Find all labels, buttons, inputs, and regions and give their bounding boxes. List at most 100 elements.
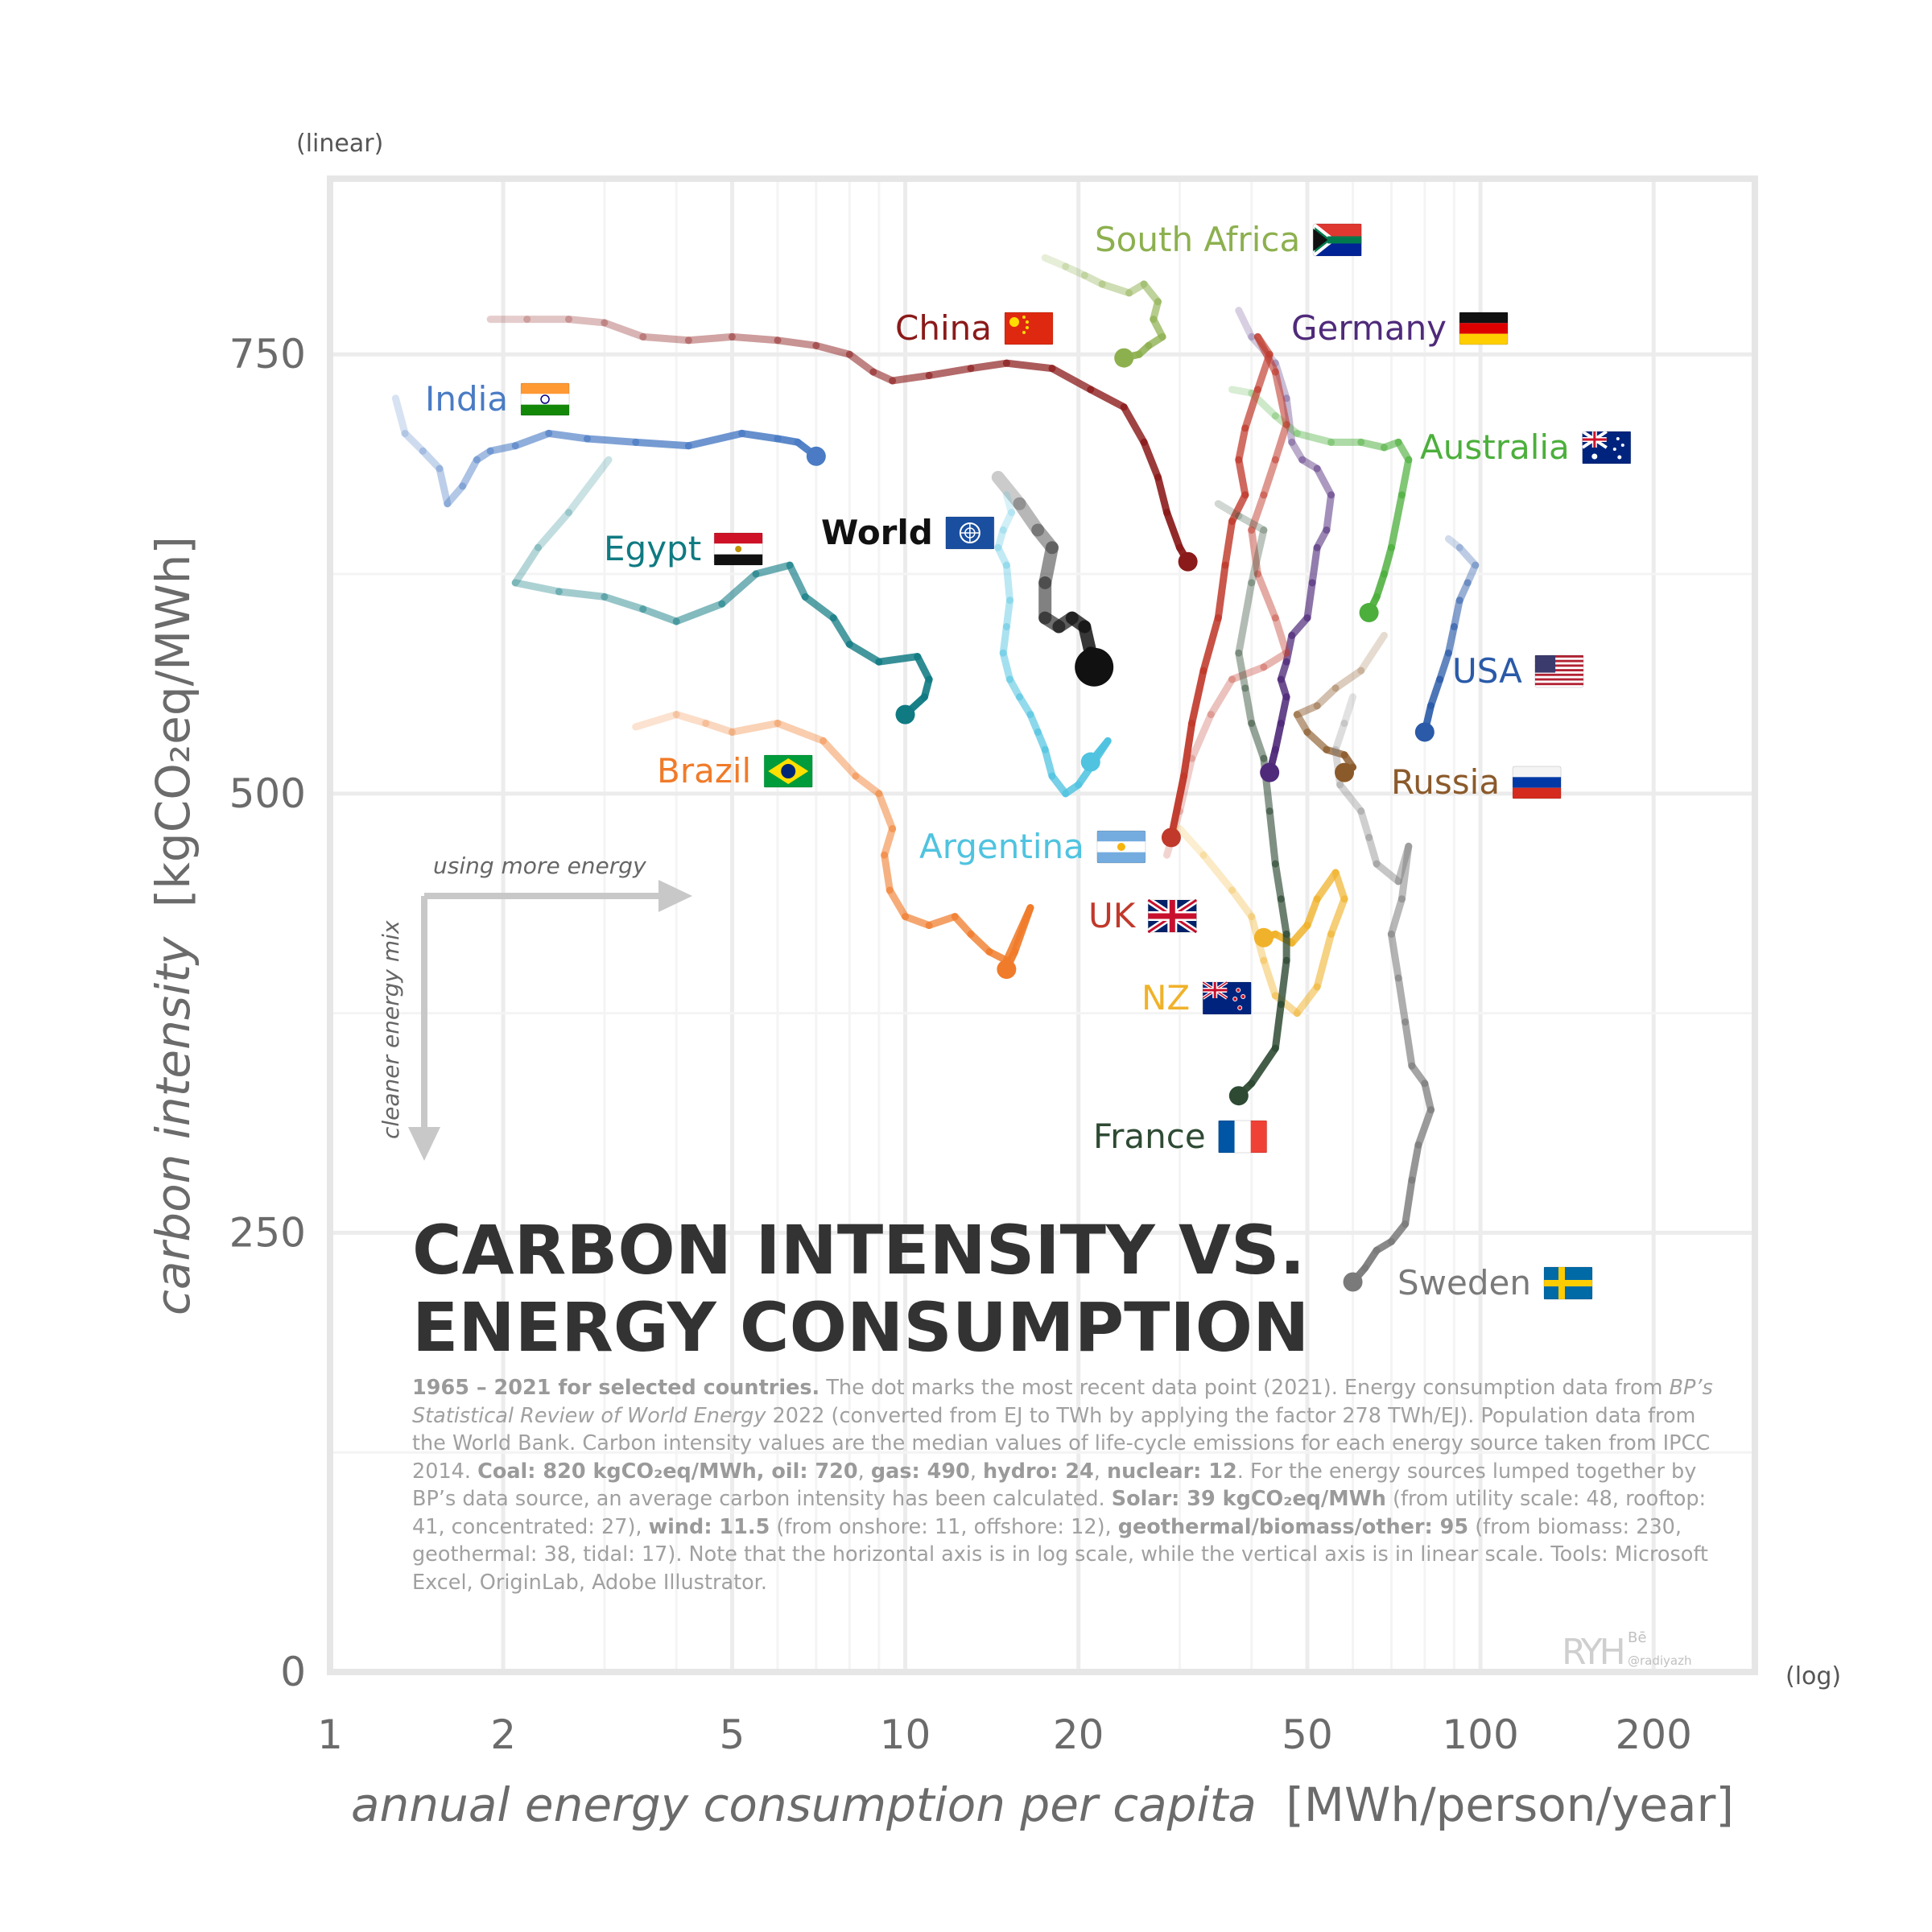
flag-stripe	[1513, 766, 1562, 778]
series-segment-russia	[1303, 728, 1331, 753]
series-segment-uk	[1228, 663, 1268, 683]
series-segment-russia	[1313, 684, 1340, 710]
series-segment-brazil	[902, 913, 933, 929]
series-segment-south-africa	[1062, 262, 1088, 279]
series-segment-world	[991, 471, 1026, 510]
chart-description: 1965 – 2021 for selected countries. The …	[412, 1374, 1716, 1596]
series-segment-uk	[1228, 491, 1249, 526]
flag-shape	[1203, 989, 1228, 992]
x-scale-note: (log)	[1785, 1662, 1841, 1690]
series-segment-argentina	[994, 543, 1010, 569]
series-segment-france	[1235, 649, 1249, 692]
flag-star	[1616, 437, 1620, 440]
flag-border	[1096, 830, 1146, 864]
series-france	[1214, 500, 1290, 1100]
label-russia: Russia	[1391, 762, 1500, 802]
series-segment-egypt	[752, 561, 794, 578]
direction-guides: using more energy cleaner energy mix	[378, 852, 692, 1161]
flag-emblem	[735, 546, 742, 552]
flag-eg-icon	[713, 532, 763, 566]
series-segment-china	[1120, 403, 1148, 446]
description-wind: wind: 11.5	[648, 1514, 770, 1539]
series-segment-egypt	[801, 592, 837, 622]
end-dot-usa	[1414, 722, 1435, 742]
series-segment-china	[774, 336, 820, 349]
x-tick-label: 1	[317, 1711, 343, 1758]
flag-shape	[1582, 438, 1607, 441]
flag-in-icon	[520, 382, 570, 416]
flag-star	[1237, 1005, 1243, 1010]
y-tick-labels: 0 250 500 750	[229, 331, 306, 1695]
series-segment-india	[391, 394, 409, 437]
chart-title-line-2: ENERGY CONSUMPTION	[412, 1288, 1309, 1367]
flag-border	[1312, 223, 1362, 257]
series-segment-sweden	[1365, 833, 1381, 868]
label-nz: NZ	[1141, 978, 1190, 1018]
description-text-5: (from onshore: 11, offshore: 12),	[770, 1514, 1118, 1539]
series-segment-brazil	[875, 790, 897, 832]
end-dot-sweden	[1343, 1272, 1363, 1292]
flag-border	[1147, 899, 1197, 933]
flag-ar-icon	[1096, 830, 1146, 864]
series-segment-sweden	[1357, 807, 1373, 841]
flag-stripe	[1459, 333, 1509, 345]
series-segment-sweden	[1336, 781, 1365, 815]
series-segment-china	[1140, 438, 1162, 481]
flag-de-icon	[1459, 312, 1509, 345]
series-segment-egypt	[914, 653, 933, 683]
label-usa: USA	[1452, 651, 1522, 691]
description-text-4: (from utility scale: 48, rooftop: 41, co…	[412, 1487, 1707, 1539]
end-dot-india	[806, 446, 826, 466]
series-segment-sweden	[1402, 1018, 1416, 1070]
series-segment-uk	[1271, 421, 1290, 464]
label-argentina: Argentina	[919, 827, 1084, 866]
description-geo: geothermal/biomass/other: 95	[1117, 1514, 1469, 1539]
series-segment-argentina	[1002, 491, 1016, 517]
label-australia: Australia	[1420, 427, 1570, 467]
series-segment-sweden	[1408, 1062, 1429, 1088]
series-segment-egypt	[511, 579, 563, 596]
series-segment-uk	[1214, 561, 1229, 622]
flag-br-icon	[763, 754, 813, 788]
series-segment-egypt	[672, 600, 726, 625]
series-segment-germany	[1288, 438, 1307, 464]
flag-stripe	[1534, 655, 1583, 658]
end-dot-south-africa	[1114, 348, 1134, 368]
x-tick-label: 10	[880, 1711, 931, 1758]
series-segment-uk	[1235, 456, 1249, 499]
flag-stripe	[1534, 669, 1583, 671]
series-segment-south-africa	[1098, 280, 1133, 297]
flag-stripe	[1513, 787, 1562, 799]
series-segment-nz	[1288, 922, 1311, 947]
series-segment-brazil	[1011, 904, 1034, 956]
flag-border	[1582, 431, 1632, 464]
series-segment-china	[1087, 386, 1128, 411]
series-segment-world	[1013, 497, 1045, 537]
series-segment-south-africa	[1041, 254, 1070, 270]
series-segment-usa	[1426, 675, 1444, 710]
x-axis-unit: [MWh/person/year]	[1286, 1777, 1734, 1832]
flag-stripe	[521, 383, 570, 394]
flag-star	[1241, 994, 1246, 999]
series-segment-germany	[1313, 464, 1335, 499]
series-segment-usa	[1463, 561, 1480, 587]
series-segment-uk	[1199, 614, 1222, 675]
flag-fr-icon	[1218, 1120, 1268, 1154]
end-dot-nz	[1253, 927, 1274, 947]
flag-star	[1022, 316, 1026, 319]
series-segment-france	[1277, 895, 1290, 938]
guide-label-cleaner-mix: cleaner energy mix	[378, 920, 404, 1139]
series-segment-brazil	[886, 886, 910, 921]
end-dot-world	[1075, 647, 1114, 687]
series-segment-uk	[1221, 518, 1236, 569]
series-segment-china	[1163, 509, 1183, 551]
series-segment-australia	[1387, 491, 1406, 551]
series-segment-nz	[1175, 824, 1208, 859]
end-dot-australia	[1359, 603, 1379, 623]
flag-border	[1512, 766, 1562, 799]
description-comma-2: ,	[969, 1459, 984, 1484]
series-segment-sweden	[1397, 842, 1413, 903]
series-segment-egypt	[639, 605, 680, 625]
series-segment-uk	[1271, 614, 1290, 657]
